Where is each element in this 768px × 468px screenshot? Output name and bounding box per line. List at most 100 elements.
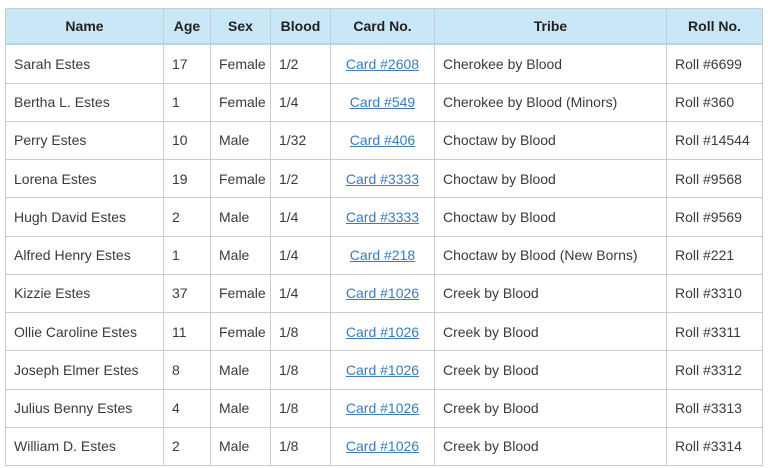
roll-cell: Roll #3310 — [666, 273, 763, 314]
sex-cell: Female — [210, 312, 271, 352]
tribe-cell: Creek by Blood — [434, 426, 667, 467]
roll-cell: Roll #14544 — [666, 120, 763, 161]
age-cell: 11 — [163, 312, 211, 352]
roll-table: Name Age Sex Blood Card No. Tribe Roll N… — [5, 8, 763, 467]
card-cell: Card #1026 — [330, 312, 435, 352]
card-link[interactable]: Card #1026 — [345, 285, 420, 302]
blood-cell: 1/4 — [270, 273, 331, 314]
name-cell: Perry Estes — [5, 120, 164, 161]
roll-cell: Roll #360 — [666, 82, 763, 122]
card-cell: Card #1026 — [330, 350, 435, 390]
name-cell: Sarah Estes — [5, 43, 164, 84]
table-row: Ollie Caroline Estes 11 Female 1/8 Card #102… — [5, 312, 763, 352]
table-body: Sarah Estes 17 Female 1/2 Card #2608 Cherokee… — [5, 43, 763, 467]
card-link[interactable]: Card #406 — [349, 132, 416, 149]
table-row: Joseph Elmer Estes 8 Male 1/8 Card #1026 Cree… — [5, 350, 763, 390]
roll-cell: Roll #9569 — [666, 197, 763, 237]
card-cell: Card #1026 — [330, 273, 435, 314]
blood-cell: 1/2 — [270, 159, 331, 199]
name-cell: Julius Benny Estes — [5, 388, 164, 428]
blood-cell: 1/4 — [270, 197, 331, 237]
age-cell: 1 — [163, 82, 211, 122]
card-cell: Card #2608 — [330, 43, 435, 84]
age-cell: 10 — [163, 120, 211, 161]
tribe-cell: Choctaw by Blood — [434, 159, 667, 199]
card-cell: Card #406 — [330, 120, 435, 161]
card-link[interactable]: Card #1026 — [345, 323, 420, 340]
tribe-cell: Creek by Blood — [434, 350, 667, 390]
tribe-cell: Choctaw by Blood (New Borns) — [434, 235, 667, 275]
sex-cell: Male — [210, 426, 271, 467]
age-cell: 8 — [163, 350, 211, 390]
roll-cell: Roll #3312 — [666, 350, 763, 390]
sex-cell: Male — [210, 197, 271, 237]
roll-cell: Roll #3311 — [666, 312, 763, 352]
roll-cell: Roll #3314 — [666, 426, 763, 467]
table-row: Hugh David Estes 2 Male 1/4 Card #3333 Chocta… — [5, 197, 763, 237]
table-row: Bertha L. Estes 1 Female 1/4 Card #549 Cherok… — [5, 82, 763, 122]
blood-cell: 1/8 — [270, 388, 331, 428]
sex-cell: Male — [210, 388, 271, 428]
roll-cell: Roll #9568 — [666, 159, 763, 199]
tribe-cell: Creek by Blood — [434, 273, 667, 314]
card-link[interactable]: Card #218 — [349, 247, 416, 264]
card-link[interactable]: Card #3333 — [345, 208, 420, 225]
sex-cell: Female — [210, 82, 271, 122]
column-header-blood: Blood — [270, 8, 331, 45]
column-header-roll-no: Roll No. — [666, 8, 763, 45]
name-cell: Joseph Elmer Estes — [5, 350, 164, 390]
card-cell: Card #549 — [330, 82, 435, 122]
sex-cell: Female — [210, 273, 271, 314]
age-cell: 37 — [163, 273, 211, 314]
card-cell: Card #3333 — [330, 197, 435, 237]
tribe-cell: Choctaw by Blood — [434, 120, 667, 161]
table-header: Name Age Sex Blood Card No. Tribe Roll N… — [5, 8, 763, 45]
blood-cell: 1/32 — [270, 120, 331, 161]
table-row: Alfred Henry Estes 1 Male 1/4 Card #218 Choct… — [5, 235, 763, 275]
table-row: Perry Estes 10 Male 1/32 Card #406 Choctaw by… — [5, 120, 763, 161]
tribe-cell: Cherokee by Blood (Minors) — [434, 82, 667, 122]
blood-cell: 1/2 — [270, 43, 331, 84]
header-row: Name Age Sex Blood Card No. Tribe Roll N… — [5, 8, 763, 45]
age-cell: 17 — [163, 43, 211, 84]
age-cell: 2 — [163, 426, 211, 467]
table-row: Lorena Estes 19 Female 1/2 Card #3333 Choctaw… — [5, 159, 763, 199]
tribe-cell: Creek by Blood — [434, 388, 667, 428]
card-link[interactable]: Card #1026 — [345, 400, 420, 417]
sex-cell: Male — [210, 120, 271, 161]
sex-cell: Female — [210, 159, 271, 199]
age-cell: 19 — [163, 159, 211, 199]
blood-cell: 1/4 — [270, 82, 331, 122]
blood-cell: 1/8 — [270, 312, 331, 352]
column-header-sex: Sex — [210, 8, 271, 45]
card-link[interactable]: Card #549 — [349, 94, 416, 111]
column-header-card-no: Card No. — [330, 8, 435, 45]
sex-cell: Male — [210, 350, 271, 390]
roll-cell: Roll #3313 — [666, 388, 763, 428]
sex-cell: Male — [210, 235, 271, 275]
card-link[interactable]: Card #1026 — [345, 361, 420, 378]
tribe-cell: Choctaw by Blood — [434, 197, 667, 237]
roll-cell: Roll #221 — [666, 235, 763, 275]
column-header-tribe: Tribe — [434, 8, 667, 45]
tribe-cell: Cherokee by Blood — [434, 43, 667, 84]
card-cell: Card #1026 — [330, 388, 435, 428]
blood-cell: 1/8 — [270, 426, 331, 467]
card-cell: Card #1026 — [330, 426, 435, 467]
card-link[interactable]: Card #3333 — [345, 170, 420, 187]
name-cell: Kizzie Estes — [5, 273, 164, 314]
name-cell: William D. Estes — [5, 426, 164, 467]
table-row: Sarah Estes 17 Female 1/2 Card #2608 Cherokee… — [5, 43, 763, 84]
sex-cell: Female — [210, 43, 271, 84]
name-cell: Hugh David Estes — [5, 197, 164, 237]
card-cell: Card #218 — [330, 235, 435, 275]
name-cell: Ollie Caroline Estes — [5, 312, 164, 352]
age-cell: 1 — [163, 235, 211, 275]
age-cell: 2 — [163, 197, 211, 237]
table-row: Kizzie Estes 37 Female 1/4 Card #1026 Creek b… — [5, 273, 763, 314]
card-link[interactable]: Card #2608 — [345, 55, 420, 72]
name-cell: Bertha L. Estes — [5, 82, 164, 122]
card-cell: Card #3333 — [330, 159, 435, 199]
card-link[interactable]: Card #1026 — [345, 438, 420, 455]
